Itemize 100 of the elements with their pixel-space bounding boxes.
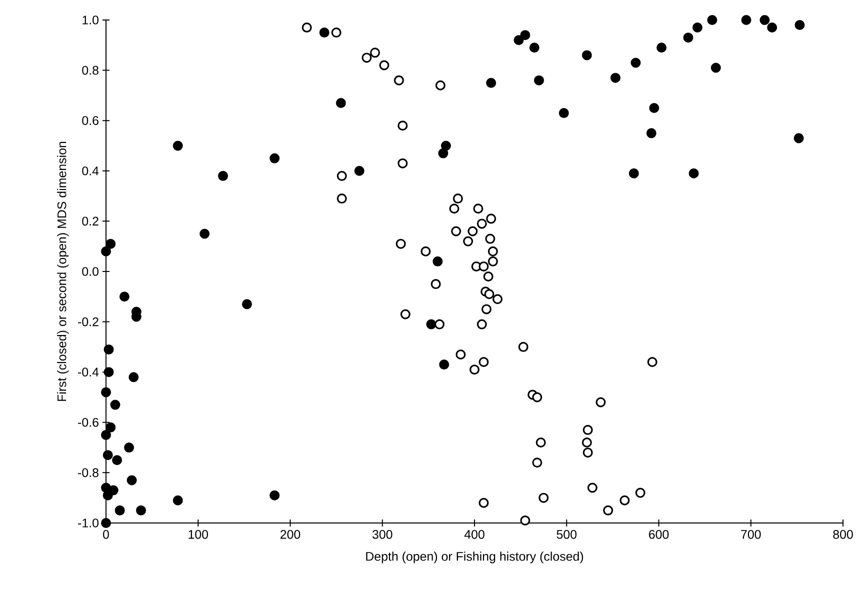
point <box>532 458 542 468</box>
point <box>483 272 494 282</box>
point <box>400 309 410 320</box>
point <box>420 246 431 256</box>
point <box>587 482 598 493</box>
point <box>710 62 721 73</box>
y-tick-label: 1.0 <box>82 16 98 24</box>
point <box>434 319 444 330</box>
point <box>270 490 280 500</box>
x-tick-label: 300 <box>372 530 392 539</box>
y-tick-label: 0.0 <box>82 267 98 276</box>
x-tick-label: 500 <box>556 530 577 539</box>
x-tick-label: 600 <box>648 530 669 539</box>
point <box>582 448 593 458</box>
y-tick-label: 0.4 <box>82 166 99 176</box>
point <box>451 226 462 236</box>
point <box>707 14 718 25</box>
y-tick-label: 0.8 <box>82 66 98 75</box>
y-tick-label: -0.8 <box>78 468 98 478</box>
point <box>688 168 699 178</box>
point <box>101 518 112 528</box>
point <box>136 505 146 516</box>
y-tick-label: -0.6 <box>78 418 98 427</box>
point <box>486 78 496 88</box>
point <box>620 495 630 506</box>
point <box>102 450 113 460</box>
point <box>218 170 228 181</box>
point <box>101 430 112 440</box>
point <box>794 133 804 144</box>
point <box>514 35 524 46</box>
x-tick-label: 800 <box>833 530 853 539</box>
x-tick-label: 700 <box>741 530 761 539</box>
point <box>106 422 116 432</box>
point <box>394 75 404 86</box>
point <box>126 475 137 486</box>
point <box>478 261 489 272</box>
point <box>119 292 130 302</box>
point <box>478 498 489 508</box>
x-tick-label: 400 <box>464 530 484 539</box>
point <box>242 299 252 310</box>
point <box>398 158 408 168</box>
y-axis-title: First (closed) or second (open) MDS dimension <box>57 142 69 401</box>
point <box>331 28 342 38</box>
point <box>596 397 606 408</box>
point <box>646 128 656 138</box>
point <box>488 256 498 266</box>
y-tick-label: -1.0 <box>78 518 98 528</box>
point <box>430 279 441 290</box>
point <box>435 80 446 90</box>
point <box>336 194 347 204</box>
point <box>582 424 593 435</box>
point <box>114 505 125 516</box>
point <box>270 153 280 164</box>
y-tick-label: -0.2 <box>78 317 98 326</box>
point <box>438 148 448 158</box>
x-tick-label: 200 <box>280 530 300 539</box>
point <box>101 246 112 256</box>
point <box>354 166 364 176</box>
point <box>532 392 542 402</box>
point <box>104 344 114 354</box>
point <box>473 204 484 214</box>
point <box>635 488 646 498</box>
point <box>101 387 112 398</box>
point <box>518 342 528 352</box>
point <box>302 22 312 33</box>
point <box>396 238 406 249</box>
point <box>492 294 503 304</box>
point <box>520 30 530 40</box>
point <box>628 168 639 178</box>
point <box>439 360 450 370</box>
point <box>449 204 460 214</box>
point <box>767 22 778 33</box>
point <box>468 226 478 236</box>
point <box>741 14 752 25</box>
point <box>760 14 770 25</box>
point <box>432 256 443 266</box>
point <box>610 72 620 83</box>
x-axis-title: Depth (open) or Fishing history (closed) <box>366 552 584 564</box>
point <box>534 75 544 86</box>
point <box>692 22 702 33</box>
point <box>456 349 466 360</box>
point <box>647 357 658 368</box>
point <box>110 400 120 410</box>
x-tick-label: 0 <box>103 530 109 539</box>
point <box>683 32 694 43</box>
point <box>336 170 347 181</box>
point <box>426 319 436 330</box>
point <box>478 357 489 368</box>
y-tick-label: 0.2 <box>82 216 98 226</box>
point <box>558 108 569 118</box>
point <box>108 485 118 496</box>
point <box>112 455 122 466</box>
point <box>370 48 380 58</box>
point <box>452 194 463 204</box>
point <box>470 364 480 375</box>
y-tick-label: -0.4 <box>78 368 99 376</box>
point <box>440 140 451 151</box>
point <box>463 236 474 246</box>
point <box>476 319 487 330</box>
point <box>486 214 496 224</box>
